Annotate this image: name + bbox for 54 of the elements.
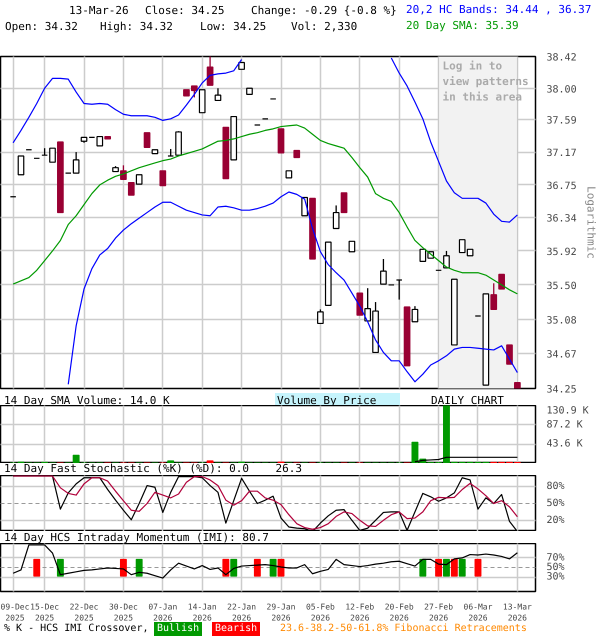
y-tick-label: 35.50 [546,280,577,292]
x-tick-label: 12-Feb 2026 [345,602,374,622]
text: 20 Day SMA: 35.39 [406,18,519,34]
x-tick-label: 22-Dec 2025 [70,602,99,622]
y-tick-label: 50% [546,498,565,509]
text: Change: -0.29 {-0.8 %} [251,3,397,19]
x-tick-label: 29-Jan 2026 [266,602,296,622]
y-tick-label: 37.17 [546,148,577,160]
x-tick-label: 13-Mar 2026 [502,602,532,622]
y-tick-label: 36.75 [546,180,577,192]
legend-title: % K - HCS IMI Crossover, [4,622,148,636]
y-tick-label: 38.00 [546,84,577,96]
annotation: Volume By Price [275,393,400,409]
text: 13-Mar-26 [69,3,129,19]
y-tick-label: 38.42 [546,52,577,64]
y-tick-label: 36.34 [546,213,577,224]
text: 23.6-38.2-50-61.8% Fibonacci Retracements [280,622,527,636]
x-tick-label: 20-Feb 2026 [384,602,414,622]
y-tick-label: 87.2 K [546,419,583,430]
y-tick-label: 37.59 [546,116,577,127]
y-axis-title: Logarithmic [584,186,598,259]
text: Vol: 2,330 [291,19,358,35]
y-tick-label: 34.67 [546,349,577,360]
y-tick-label: 70% [546,552,565,564]
y-tick-label: 130.9 K [546,406,589,416]
text: High: 34.32 [100,19,173,35]
x-tick-label: 22-Jan 2026 [227,602,256,622]
chart-title: 14 Day HCS Intraday Momentum (IMI): 80.7 [4,530,269,546]
y-tick-label: 34.25 [546,384,577,396]
x-tick-label: 06-Mar 2026 [464,602,493,622]
x-tick-label: 05-Feb 2026 [306,602,336,622]
y-tick-label: 80% [546,481,565,492]
y-tick-label: 43.6 K [546,438,583,450]
text: Open: 34.32 [5,19,78,35]
chart-title: 14 Day Fast Stochastic (%K) (%D): 0.0 26.3 [4,461,302,477]
y-tick-label: 50% [546,562,565,573]
text: Close: 34.25 [145,3,224,19]
x-tick-label: 30-Dec 2025 [108,602,138,622]
y-tick-label: 35.92 [546,246,577,258]
y-tick-label: 20% [546,514,565,526]
y-tick-label: 30% [546,572,565,583]
chart-title: 14 Day SMA Volume: 14.0 K [4,393,170,409]
annotation: DAILY CHART [431,393,504,409]
y-tick-label: 35.08 [546,315,577,326]
text: Low: 34.25 [200,19,266,35]
band-label: Log in to view patterns in this area [442,60,529,104]
text: Bearish [212,622,260,636]
x-tick-label: 09-Dec 2025 [0,602,30,622]
x-tick-label: 07-Jan 2026 [148,602,178,622]
x-tick-label: 14-Jan 2026 [188,602,217,622]
x-tick-label: 27-Feb 2026 [424,602,454,622]
text: 20,2 HC Bands: 34.44 , 36.37 [406,2,592,18]
x-tick-label: 15-Dec 2025 [30,602,60,622]
text: Bullish [154,622,202,636]
